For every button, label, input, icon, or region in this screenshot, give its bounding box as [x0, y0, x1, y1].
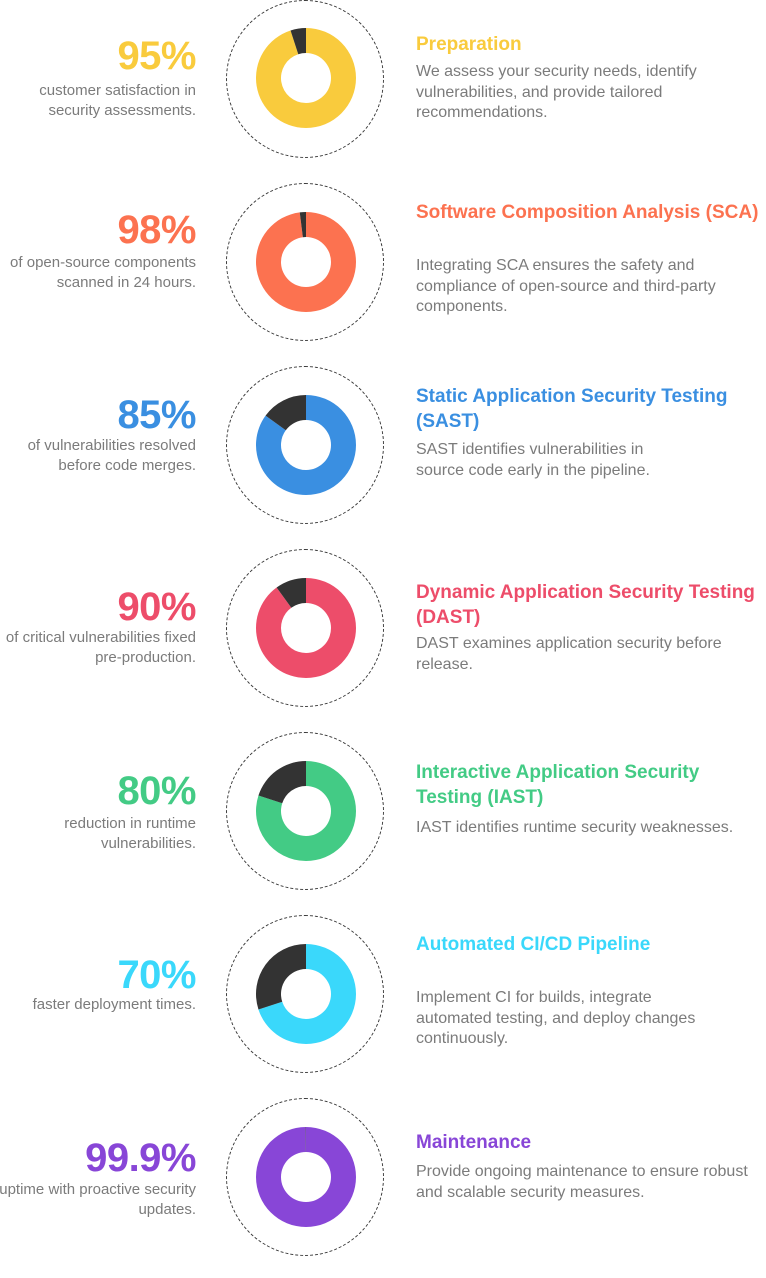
donut-chart: [256, 212, 356, 312]
step-title: Dynamic Application Security Testing (DA…: [416, 580, 761, 630]
donut-value-segment: [306, 28, 356, 128]
donut-value-segment: [306, 944, 356, 1044]
stat-caption: of vulnerabilities resolved before code …: [0, 436, 196, 475]
step-description: Integrating SCA ensures the safety and c…: [416, 256, 756, 318]
stat-percent: 70%: [0, 953, 196, 997]
donut-value-segment: [256, 416, 306, 495]
donut-remainder-segment: [258, 761, 306, 803]
donut-chart: [256, 395, 356, 495]
stat-percent: 85%: [0, 393, 196, 437]
step-title: Automated CI/CD Pipeline: [416, 932, 761, 957]
step-title: Maintenance: [416, 1130, 761, 1155]
donut-chart: [256, 28, 356, 128]
step-title: Preparation: [416, 32, 761, 57]
donut-remainder-segment: [256, 944, 306, 1009]
step-iast: 80% reduction in runtime vulnerabilities…: [0, 732, 766, 912]
step-title: Software Composition Analysis (SCA): [416, 200, 761, 225]
stat-percent: 98%: [0, 208, 196, 252]
step-title: Static Application Security Testing (SAS…: [416, 384, 761, 434]
step-title: Interactive Application Security Testing…: [416, 760, 761, 810]
donut-chart: [256, 578, 356, 678]
stat-percent: 95%: [0, 34, 196, 78]
stat-caption: of open-source components scanned in 24 …: [0, 253, 196, 292]
step-description: Implement CI for builds, integrate autom…: [416, 988, 716, 1050]
stat-caption: customer satisfaction in security assess…: [0, 81, 196, 120]
step-preparation: 95% customer satisfaction in security as…: [0, 0, 766, 180]
step-maintenance: 99.9% uptime with proactive security upd…: [0, 1098, 766, 1278]
stat-caption: of critical vulnerabilities fixed pre-pr…: [0, 628, 196, 667]
step-dast: 90% of critical vulnerabilities fixed pr…: [0, 549, 766, 729]
stat-caption: reduction in runtime vulnerabilities.: [0, 814, 196, 853]
donut-value-segment: [306, 1127, 356, 1227]
step-description: DAST examines application security befor…: [416, 634, 756, 675]
donut-value-segment: [258, 1002, 306, 1044]
donut-value-segment: [256, 212, 306, 312]
stat-caption: faster deployment times.: [0, 995, 196, 1015]
donut-value-segment: [306, 395, 356, 495]
donut-value-segment: [306, 212, 356, 312]
stat-percent: 99.9%: [0, 1136, 196, 1180]
donut-chart: [256, 944, 356, 1044]
donut-chart: [256, 1127, 356, 1227]
step-sca: 98% of open-source components scanned in…: [0, 183, 766, 363]
donut-value-segment: [306, 761, 356, 861]
step-sast: 85% of vulnerabilities resolved before c…: [0, 366, 766, 546]
donut-value-segment: [256, 796, 306, 861]
step-description: We assess your security needs, identify …: [416, 62, 756, 124]
step-cicd: 70% faster deployment times. Automated C…: [0, 915, 766, 1095]
donut-value-segment: [256, 1127, 306, 1227]
stat-percent: 90%: [0, 585, 196, 629]
donut-chart: [256, 761, 356, 861]
step-description: Provide ongoing maintenance to ensure ro…: [416, 1162, 756, 1203]
donut-value-segment: [306, 578, 356, 678]
stat-percent: 80%: [0, 769, 196, 813]
step-description: IAST identifies runtime security weaknes…: [416, 818, 756, 839]
stat-caption: uptime with proactive security updates.: [0, 1180, 196, 1219]
step-description: SAST identifies vulnerabilities in sourc…: [416, 440, 686, 481]
